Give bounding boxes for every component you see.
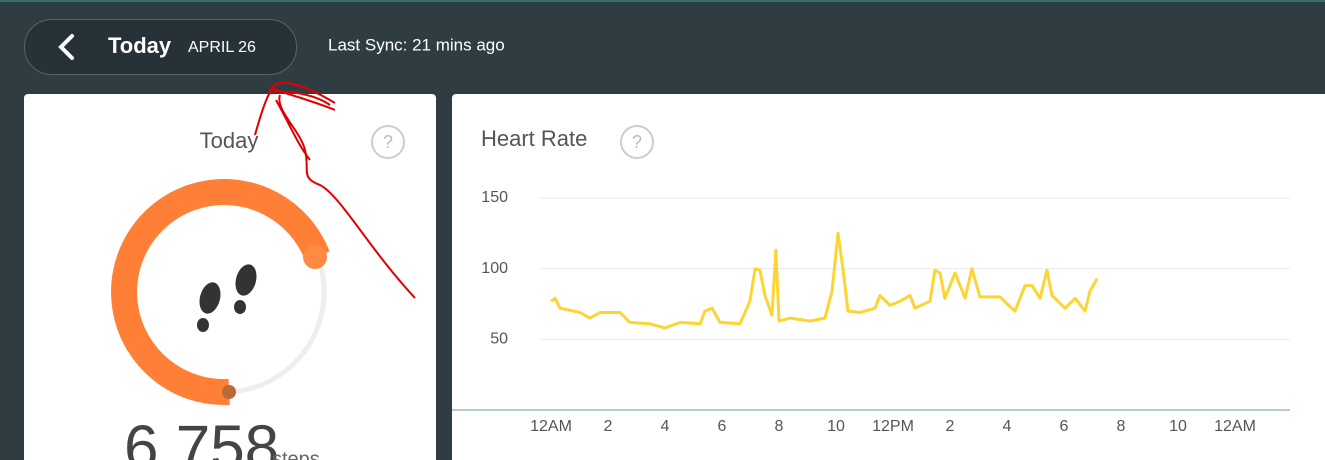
x-tick-label: 4 xyxy=(1003,418,1012,435)
last-sync: Last Sync: 21 mins ago xyxy=(328,35,505,54)
footprints-icon xyxy=(197,264,257,332)
header-date: APRIL 26 xyxy=(188,39,256,56)
heart-rate-title: Heart Rate xyxy=(481,126,587,151)
x-tick-label: 12AM xyxy=(530,418,572,435)
x-tick-label: 6 xyxy=(718,418,727,435)
x-tick-label: 12AM xyxy=(1214,418,1256,435)
help-circle xyxy=(620,125,654,159)
x-tick-label: 10 xyxy=(1169,418,1187,435)
button-frame xyxy=(24,19,297,75)
help-icon: ? xyxy=(632,132,642,152)
back-button[interactable]: Today APRIL 26 xyxy=(24,19,297,75)
x-tick-label: 8 xyxy=(775,418,784,435)
ring-start-dot xyxy=(222,385,236,399)
x-tick-label: 8 xyxy=(1117,418,1126,435)
help-circle xyxy=(371,125,405,159)
x-tick-label: 12PM xyxy=(872,418,914,435)
heart-rate-card xyxy=(452,94,1325,460)
help-icon: ? xyxy=(383,132,393,152)
x-tick-label: 2 xyxy=(946,418,955,435)
x-tick-label: 2 xyxy=(604,418,613,435)
x-tick-label: 4 xyxy=(661,418,670,435)
x-tick-label: 6 xyxy=(1060,418,1069,435)
y-tick-label: 50 xyxy=(490,331,508,348)
help-button[interactable]: ? xyxy=(620,125,654,159)
y-tick-label: 100 xyxy=(481,260,508,277)
help-button[interactable]: ? xyxy=(371,125,405,159)
steps-unit: steps xyxy=(272,448,320,460)
heart-rate-chart: 50 100 150 12AM 2 4 6 8 10 12PM 2 4 6 8 10 12AM xyxy=(452,189,1290,435)
steps-card-title: Today xyxy=(200,128,259,153)
annotation-scribble xyxy=(254,81,416,299)
back-arrow xyxy=(58,34,74,60)
top-border xyxy=(0,0,1325,2)
ring-end-cap xyxy=(303,245,327,269)
heart-rate-line xyxy=(550,231,1099,330)
goal-ring-progress xyxy=(111,179,330,405)
steps-card xyxy=(24,94,436,460)
header-title: Today xyxy=(108,33,172,58)
x-tick-label: 10 xyxy=(827,418,845,435)
y-tick-label: 150 xyxy=(481,189,508,206)
steps-count: 6,758 xyxy=(124,413,279,460)
